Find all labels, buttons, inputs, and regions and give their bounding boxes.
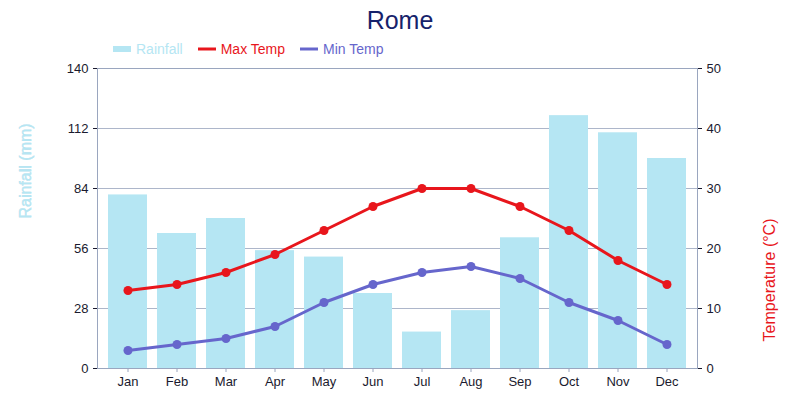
svg-text:30: 30 bbox=[707, 181, 721, 196]
svg-text:Jan: Jan bbox=[118, 374, 139, 389]
html-text:Max Temp: Max Temp bbox=[220, 41, 285, 57]
svg-text:140: 140 bbox=[67, 61, 89, 76]
svg-text:56: 56 bbox=[74, 241, 88, 256]
svg-text:Oct: Oct bbox=[559, 374, 580, 389]
svg-text:Apr: Apr bbox=[265, 374, 286, 389]
svg-text:20: 20 bbox=[707, 241, 721, 256]
svg-text:Feb: Feb bbox=[166, 374, 188, 389]
svg-text:Dec: Dec bbox=[655, 374, 679, 389]
svg-text:Jul: Jul bbox=[414, 374, 431, 389]
svg-text:Rainfall (mm): Rainfall (mm) bbox=[17, 123, 34, 218]
svg-text:112: 112 bbox=[68, 121, 89, 136]
svg-text:Sep: Sep bbox=[508, 374, 531, 389]
svg-text:Mar: Mar bbox=[215, 374, 238, 389]
svg-text:0: 0 bbox=[707, 361, 714, 376]
svg-text:10: 10 bbox=[707, 301, 721, 316]
svg-text:Nov: Nov bbox=[606, 374, 630, 389]
svg-text:84: 84 bbox=[74, 181, 88, 196]
svg-text:40: 40 bbox=[707, 121, 721, 136]
html-text:Rainfall: Rainfall bbox=[136, 41, 183, 57]
svg-text:0: 0 bbox=[81, 361, 88, 376]
svg-text:50: 50 bbox=[707, 61, 721, 76]
svg-text:Temperature (°C): Temperature (°C) bbox=[761, 219, 778, 342]
svg-text:Aug: Aug bbox=[459, 374, 482, 389]
html-text:Rome: Rome bbox=[366, 6, 434, 34]
svg-text:May: May bbox=[312, 374, 337, 389]
html-text:Min Temp: Min Temp bbox=[323, 41, 384, 57]
svg-text:Jun: Jun bbox=[363, 374, 384, 389]
svg-text:28: 28 bbox=[74, 301, 88, 316]
